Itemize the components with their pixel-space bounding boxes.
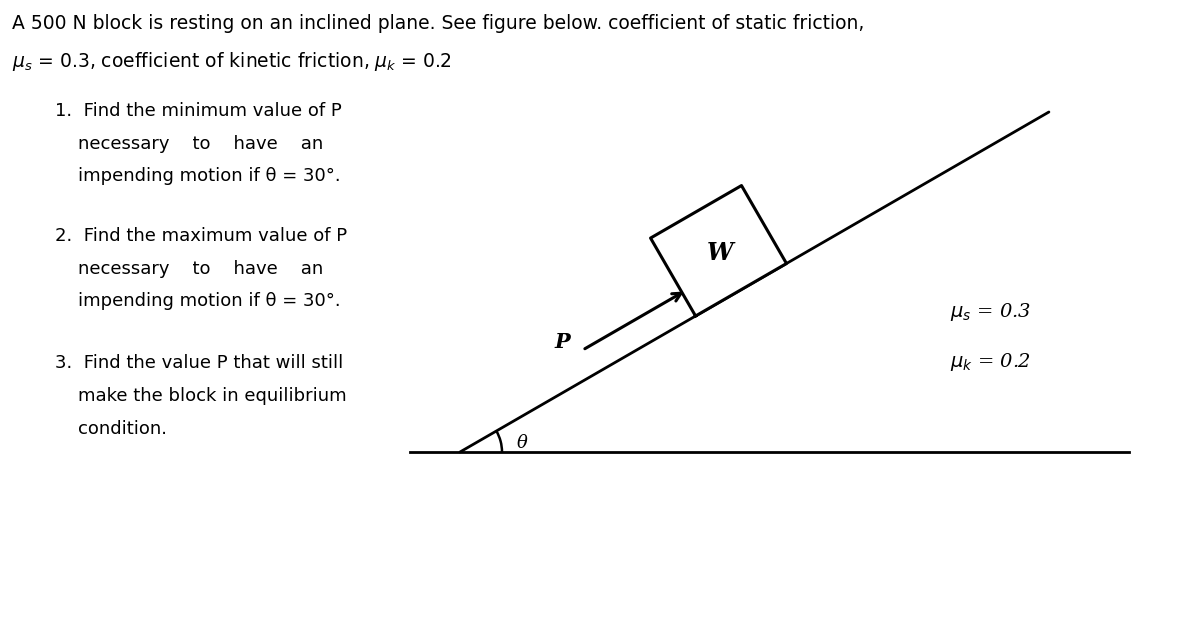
Text: condition.: condition.: [55, 420, 167, 438]
Text: A 500 N block is resting on an inclined plane. See figure below. coefficient of : A 500 N block is resting on an inclined …: [12, 14, 864, 33]
Text: 1.  Find the minimum value of P: 1. Find the minimum value of P: [55, 102, 342, 120]
Text: W: W: [707, 241, 733, 265]
Text: $\mu_s$ = 0.3: $\mu_s$ = 0.3: [950, 301, 1031, 323]
Text: $\mu_s$ = 0.3, coefficient of kinetic friction, $\mu_k$ = 0.2: $\mu_s$ = 0.3, coefficient of kinetic fr…: [12, 50, 451, 73]
Text: necessary    to    have    an: necessary to have an: [55, 260, 323, 278]
Text: necessary    to    have    an: necessary to have an: [55, 135, 323, 153]
Text: impending motion if θ = 30°.: impending motion if θ = 30°.: [55, 292, 341, 310]
Polygon shape: [650, 186, 786, 316]
Text: impending motion if θ = 30°.: impending motion if θ = 30°.: [55, 167, 341, 185]
Text: P: P: [554, 332, 570, 352]
Text: 2.  Find the maximum value of P: 2. Find the maximum value of P: [55, 227, 347, 245]
Text: 3.  Find the value P that will still: 3. Find the value P that will still: [55, 354, 343, 372]
Text: $\mu_k$ = 0.2: $\mu_k$ = 0.2: [950, 351, 1031, 373]
Text: θ: θ: [516, 434, 527, 453]
Text: make the block in equilibrium: make the block in equilibrium: [55, 387, 347, 405]
